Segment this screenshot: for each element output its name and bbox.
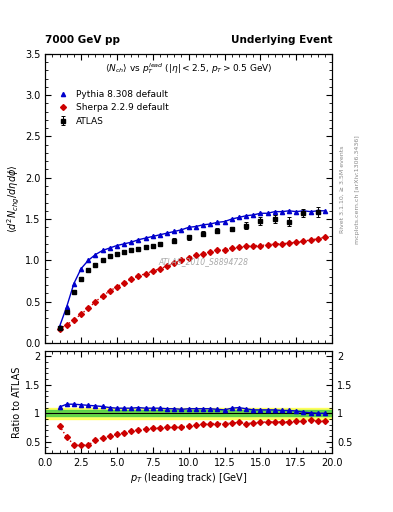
Sherpa 2.2.9 default <box>323 234 327 240</box>
Pythia 8.308 default <box>230 216 234 222</box>
Sherpa 2.2.9 default <box>237 244 241 250</box>
Text: $\langle N_{ch}\rangle$ vs $p_T^{lead}$ ($|\eta| < 2.5$, $p_T > 0.5$ GeV): $\langle N_{ch}\rangle$ vs $p_T^{lead}$ … <box>105 61 272 76</box>
Sherpa 2.2.9 default <box>57 326 62 332</box>
Pythia 8.308 default <box>258 210 263 217</box>
Pythia 8.308 default <box>301 208 306 214</box>
Sherpa 2.2.9 default <box>287 240 292 246</box>
Pythia 8.308 default <box>186 224 191 230</box>
Legend: Pythia 8.308 default, Sherpa 2.2.9 default, ATLAS: Pythia 8.308 default, Sherpa 2.2.9 defau… <box>53 87 171 129</box>
Pythia 8.308 default <box>72 281 76 287</box>
Text: Underlying Event: Underlying Event <box>231 35 332 45</box>
Pythia 8.308 default <box>93 251 98 258</box>
Sherpa 2.2.9 default <box>201 251 206 257</box>
Sherpa 2.2.9 default <box>79 311 83 317</box>
Pythia 8.308 default <box>115 243 119 249</box>
Sherpa 2.2.9 default <box>86 305 90 311</box>
Pythia 8.308 default <box>151 233 155 240</box>
Sherpa 2.2.9 default <box>93 298 98 305</box>
Sherpa 2.2.9 default <box>215 247 220 253</box>
Pythia 8.308 default <box>237 215 241 221</box>
Pythia 8.308 default <box>158 232 162 238</box>
Pythia 8.308 default <box>172 228 177 234</box>
Pythia 8.308 default <box>57 324 62 330</box>
Pythia 8.308 default <box>323 208 327 214</box>
Pythia 8.308 default <box>316 208 320 214</box>
Sherpa 2.2.9 default <box>129 276 134 283</box>
Sherpa 2.2.9 default <box>279 241 284 247</box>
Text: mcplots.cern.ch [arXiv:1306.3436]: mcplots.cern.ch [arXiv:1306.3436] <box>355 135 360 244</box>
Text: 7000 GeV pp: 7000 GeV pp <box>45 35 120 45</box>
Y-axis label: Ratio to ATLAS: Ratio to ATLAS <box>12 366 22 438</box>
Sherpa 2.2.9 default <box>136 273 141 279</box>
Pythia 8.308 default <box>294 208 299 215</box>
Sherpa 2.2.9 default <box>143 270 148 276</box>
Pythia 8.308 default <box>64 304 69 310</box>
Pythia 8.308 default <box>308 208 313 215</box>
Sherpa 2.2.9 default <box>294 239 299 245</box>
Sherpa 2.2.9 default <box>151 268 155 274</box>
Pythia 8.308 default <box>136 237 141 243</box>
Line: Pythia 8.308 default: Pythia 8.308 default <box>57 209 327 329</box>
Sherpa 2.2.9 default <box>158 266 162 272</box>
X-axis label: $p_T$ (leading track) [GeV]: $p_T$ (leading track) [GeV] <box>130 471 247 485</box>
Sherpa 2.2.9 default <box>265 242 270 248</box>
Sherpa 2.2.9 default <box>272 241 277 247</box>
Pythia 8.308 default <box>193 223 198 229</box>
Sherpa 2.2.9 default <box>230 245 234 251</box>
Sherpa 2.2.9 default <box>301 238 306 244</box>
Bar <box>45 411 332 416</box>
Pythia 8.308 default <box>279 208 284 215</box>
Sherpa 2.2.9 default <box>107 288 112 294</box>
Pythia 8.308 default <box>265 210 270 217</box>
Sherpa 2.2.9 default <box>165 263 169 269</box>
Sherpa 2.2.9 default <box>208 249 213 255</box>
Sherpa 2.2.9 default <box>258 243 263 249</box>
Pythia 8.308 default <box>165 230 169 236</box>
Sherpa 2.2.9 default <box>115 284 119 290</box>
Bar <box>45 408 332 419</box>
Sherpa 2.2.9 default <box>179 258 184 264</box>
Pythia 8.308 default <box>129 239 134 245</box>
Sherpa 2.2.9 default <box>244 243 248 249</box>
Sherpa 2.2.9 default <box>122 280 127 286</box>
Text: ATLAS_2010_S8894728: ATLAS_2010_S8894728 <box>158 258 248 267</box>
Pythia 8.308 default <box>244 212 248 219</box>
Sherpa 2.2.9 default <box>72 317 76 323</box>
Sherpa 2.2.9 default <box>64 322 69 328</box>
Sherpa 2.2.9 default <box>222 247 227 253</box>
Pythia 8.308 default <box>100 247 105 253</box>
Pythia 8.308 default <box>201 222 206 228</box>
Pythia 8.308 default <box>215 219 220 225</box>
Sherpa 2.2.9 default <box>308 237 313 243</box>
Pythia 8.308 default <box>122 241 127 247</box>
Pythia 8.308 default <box>107 245 112 251</box>
Y-axis label: $\langle d^2 N_{chg}/d\eta d\phi\rangle$: $\langle d^2 N_{chg}/d\eta d\phi\rangle$ <box>6 164 22 233</box>
Pythia 8.308 default <box>287 208 292 214</box>
Pythia 8.308 default <box>272 208 277 215</box>
Pythia 8.308 default <box>208 221 213 227</box>
Pythia 8.308 default <box>179 227 184 233</box>
Line: Sherpa 2.2.9 default: Sherpa 2.2.9 default <box>57 235 327 331</box>
Text: Rivet 3.1.10, ≥ 3.5M events: Rivet 3.1.10, ≥ 3.5M events <box>340 146 345 233</box>
Sherpa 2.2.9 default <box>100 293 105 299</box>
Sherpa 2.2.9 default <box>251 243 255 249</box>
Sherpa 2.2.9 default <box>193 252 198 259</box>
Pythia 8.308 default <box>222 219 227 225</box>
Pythia 8.308 default <box>251 212 255 218</box>
Sherpa 2.2.9 default <box>172 260 177 266</box>
Sherpa 2.2.9 default <box>316 236 320 242</box>
Pythia 8.308 default <box>86 258 90 264</box>
Sherpa 2.2.9 default <box>186 255 191 261</box>
Pythia 8.308 default <box>79 266 83 272</box>
Pythia 8.308 default <box>143 235 148 241</box>
